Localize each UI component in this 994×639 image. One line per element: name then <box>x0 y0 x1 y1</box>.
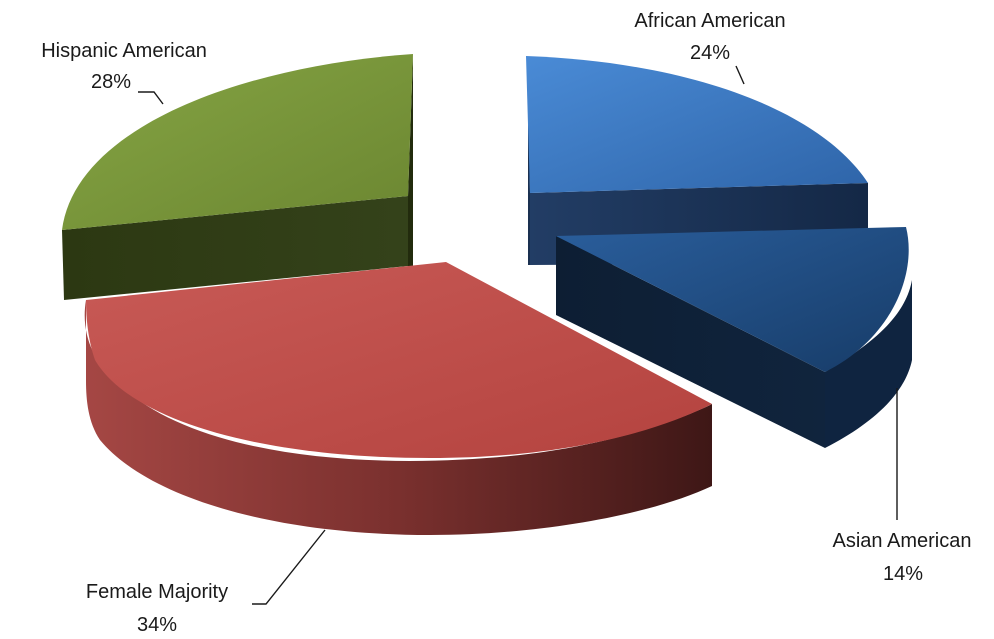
label-asian-american-name: Asian American <box>833 530 972 552</box>
label-african-american-percent: 24% <box>690 42 730 64</box>
label-african-american-name: African American <box>634 10 785 32</box>
slice-hispanic-american-top <box>62 54 413 230</box>
label-female-majority-percent: 34% <box>137 614 177 636</box>
slice-african-american-top <box>526 56 868 193</box>
slice-hispanic-american-side <box>62 196 408 300</box>
slice-asian-american-side <box>825 280 912 448</box>
slice-asian-american-wall <box>556 236 825 448</box>
leader-line-hispanic-american <box>138 91 164 105</box>
slice-female-majority-side <box>84 300 712 535</box>
slice-asian-american <box>556 227 912 448</box>
leader-line-female-majority <box>252 529 326 605</box>
label-asian-american-percent: 14% <box>883 563 923 585</box>
slice-hispanic-american <box>62 54 413 300</box>
slice-asian-american-top <box>556 227 909 372</box>
slice-hispanic-american-wall <box>408 54 413 266</box>
slice-female-majority-top <box>86 262 712 458</box>
label-hispanic-american-name: Hispanic American <box>41 40 207 62</box>
label-hispanic-american-percent: 28% <box>91 71 131 93</box>
slice-female-majority <box>84 262 712 535</box>
label-female-majority-name: Female Majority <box>86 581 228 603</box>
leader-line-african-american <box>735 65 745 85</box>
